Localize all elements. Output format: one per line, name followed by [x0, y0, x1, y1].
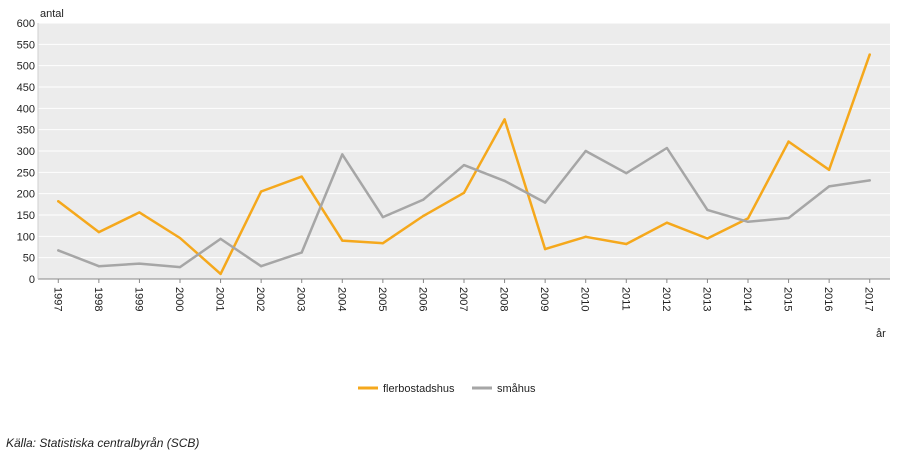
y-tick-label: 150: [17, 210, 35, 222]
x-axis-ticks: 1997 1998 1999 2000 2001 2002 2003 2004 2005 2006…: [51, 279, 875, 311]
data-point: [259, 265, 263, 268]
x-tick-label: 2008: [498, 287, 510, 311]
y-tick-label: 200: [17, 189, 35, 201]
data-point: [178, 265, 182, 269]
data-point: [503, 179, 506, 183]
data-point: [746, 220, 750, 224]
data-point: [97, 265, 101, 268]
x-tick-label: 2002: [254, 287, 266, 311]
series-lines: [57, 53, 871, 276]
data-point: [584, 235, 587, 238]
data-point: [422, 214, 425, 218]
data-point: [462, 163, 466, 167]
data-point: [138, 211, 141, 214]
data-point: [665, 146, 669, 150]
y-axis-label: antal: [40, 8, 64, 20]
x-tick-label: 2016: [822, 287, 834, 311]
x-tick-label: 1998: [92, 287, 104, 311]
data-point: [868, 179, 871, 182]
data-point: [259, 190, 263, 193]
data-point: [503, 118, 506, 121]
data-point: [178, 236, 182, 240]
x-tick-label: 2011: [619, 287, 631, 311]
data-point: [300, 175, 303, 178]
x-tick-label: 2003: [295, 287, 307, 311]
data-point: [138, 262, 141, 265]
y-tick-label: 500: [17, 61, 35, 73]
x-tick-label: 2014: [741, 287, 753, 311]
y-tick-label: 450: [17, 82, 35, 94]
data-point: [706, 237, 709, 240]
y-tick-label: 400: [17, 103, 35, 115]
data-point: [827, 185, 831, 188]
data-point: [57, 200, 60, 203]
x-tick-label: 2012: [660, 287, 672, 311]
legend-label: flerbostadshus: [383, 383, 455, 395]
data-point: [625, 242, 628, 246]
data-point: [381, 215, 385, 219]
x-tick-label: 2009: [538, 287, 550, 311]
data-point: [462, 191, 466, 195]
data-point: [543, 247, 547, 251]
y-tick-label: 550: [17, 39, 35, 51]
x-tick-label: 2010: [579, 287, 591, 311]
data-point: [219, 237, 222, 241]
data-point: [787, 140, 790, 143]
data-point: [543, 201, 547, 204]
y-axis-ticks: 0 50 100 150 200 250 300 350 400 450 500 550 600: [17, 18, 35, 286]
y-tick-label: 350: [17, 125, 35, 137]
data-point: [868, 53, 871, 56]
x-tick-label: 2015: [782, 287, 794, 311]
y-tick-label: 300: [17, 146, 35, 158]
data-point: [381, 241, 385, 245]
legend: flerbostadshus småhus: [358, 383, 536, 395]
data-point: [422, 198, 425, 201]
data-point: [787, 216, 790, 220]
x-tick-label: 2001: [214, 287, 226, 311]
x-tick-label: 2004: [335, 287, 347, 311]
data-point: [341, 239, 344, 242]
x-tick-label: 1999: [132, 287, 144, 311]
x-tick-label: 2006: [416, 287, 428, 311]
data-point: [625, 171, 628, 175]
x-axis-label: år: [876, 328, 886, 340]
y-tick-label: 100: [17, 231, 35, 243]
x-tick-label: 2005: [376, 287, 388, 311]
data-point: [341, 153, 344, 156]
grid-lines: [37, 22, 890, 280]
data-point: [57, 249, 60, 252]
x-tick-label: 2007: [457, 287, 469, 311]
legend-label: småhus: [497, 383, 536, 395]
data-point: [584, 149, 587, 153]
data-point: [97, 230, 101, 234]
source-note: Källa: Statistiska centralbyrån (SCB): [6, 436, 200, 450]
x-tick-label: 2013: [700, 287, 712, 311]
data-point: [219, 272, 222, 276]
y-tick-label: 50: [23, 253, 35, 265]
data-point: [827, 168, 831, 171]
x-tick-label: 2017: [863, 287, 875, 311]
y-tick-label: 0: [29, 274, 35, 286]
x-tick-label: 2000: [173, 287, 185, 311]
y-tick-label: 600: [17, 18, 35, 30]
x-tick-label: 1997: [51, 287, 63, 311]
data-point: [746, 217, 750, 220]
data-point: [706, 208, 709, 212]
y-tick-label: 250: [17, 167, 35, 179]
data-point: [665, 221, 669, 224]
data-point: [300, 251, 303, 254]
